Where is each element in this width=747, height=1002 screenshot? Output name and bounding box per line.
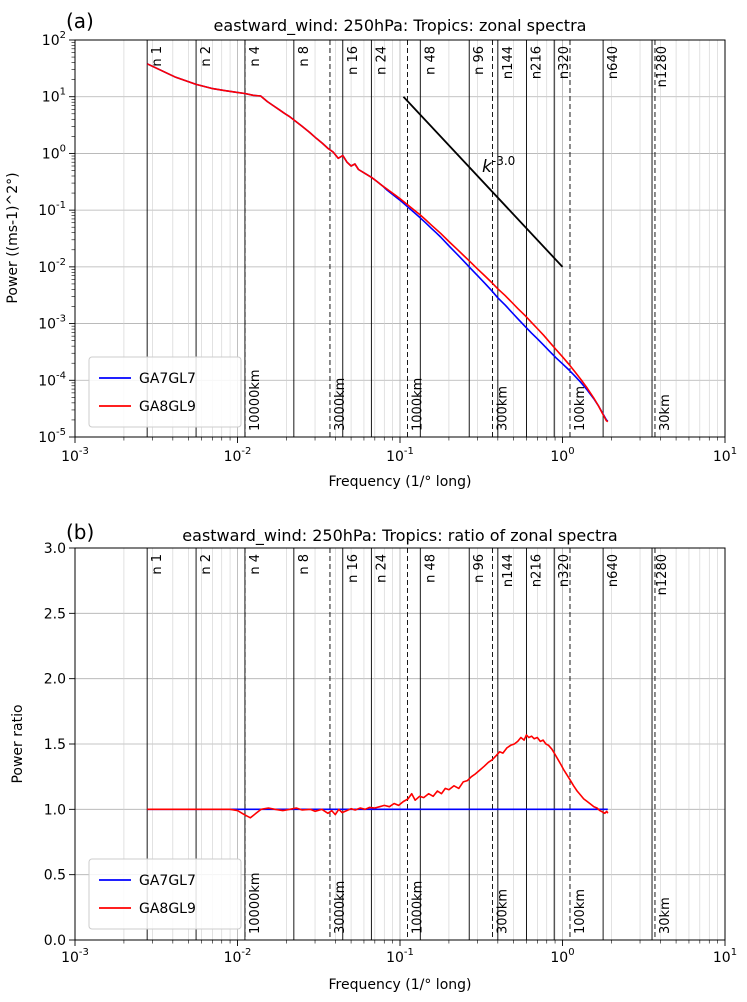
wavelength-label: 1000km (410, 881, 425, 934)
wavelength-label: 300km (495, 386, 510, 431)
panel-b-yaxis-label: Power ratio (10, 704, 26, 783)
y-tick-label: 1.5 (44, 737, 66, 753)
legend-label-GA8GL9: GA8GL9 (139, 399, 196, 415)
panel-b: 10-3 10-2 10-1 100 1010.00.51.01.52.02.53.0 … (10, 520, 737, 993)
vline-labels: n 1 n 2 n 4 n 8 n 16 n 24 n 48 n 96 n144 n216 n320… (150, 46, 673, 431)
series-lines (146, 63, 609, 423)
wavenumber-label: n 48 (423, 46, 438, 75)
wavenumber-label: n 4 (248, 46, 263, 67)
wavenumber-label: n 1 (150, 554, 165, 575)
wavenumber-label: n320 (557, 554, 572, 587)
wavelength-label: 10000km (248, 872, 263, 934)
wavenumber-label: n 4 (248, 554, 263, 575)
wavenumber-label: n1280 (655, 554, 670, 595)
wavenumber-label: n 96 (472, 554, 487, 583)
legend-label-GA7GL7: GA7GL7 (139, 873, 196, 889)
series-lines (147, 734, 609, 819)
wavenumber-label: n1280 (655, 46, 670, 87)
y-tick-label: 2.0 (44, 672, 66, 688)
wavelength-label: 3000km (333, 378, 348, 431)
wavelength-label: 10000km (248, 369, 263, 431)
wavenumber-label: n216 (529, 554, 544, 587)
slope-line (402, 96, 564, 268)
panel-a-xaxis-label: Frequency (1/° long) (329, 474, 472, 490)
legend: GA7GL7 GA8GL9 (88, 356, 242, 428)
panel-b-title: eastward_wind: 250hPa: Tropics: ratio of… (182, 526, 617, 546)
panel-b-letter: (b) (66, 520, 94, 544)
wavenumber-label: n640 (606, 46, 621, 79)
reference-vlines (146, 40, 656, 437)
panel-a-yaxis-label: Power ((ms-1)^2°) (5, 172, 21, 303)
wavenumber-label: n640 (606, 554, 621, 587)
series-GA8GL9 (146, 63, 609, 423)
reference-vlines (146, 548, 656, 940)
wavenumber-label: n 16 (346, 554, 361, 583)
wavenumber-label: n 8 (297, 554, 312, 575)
wavenumber-label: n 24 (374, 554, 389, 583)
y-tick-label: 2.5 (44, 606, 66, 622)
wavelength-label: 300km (495, 889, 510, 934)
wavenumber-label: n 16 (346, 46, 361, 75)
panel-a-title: eastward_wind: 250hPa: Tropics: zonal sp… (214, 16, 587, 36)
wavelength-label: 3000km (333, 881, 348, 934)
panel-a-letter: (a) (66, 9, 94, 33)
legend-box (88, 356, 242, 428)
wavenumber-label: n144 (501, 46, 516, 79)
y-tick-label: 0.5 (44, 868, 66, 884)
wavenumber-label: n 2 (199, 554, 214, 575)
wavelength-label: 100km (573, 889, 588, 934)
y-tick-label: 1.0 (44, 802, 66, 818)
legend-box (88, 858, 242, 930)
panel-b-xaxis-label: Frequency (1/° long) (329, 977, 472, 993)
wavelength-label: 30km (658, 897, 673, 934)
wavenumber-label: n 2 (199, 46, 214, 67)
y-tick-label: 0.0 (44, 933, 66, 949)
wavenumber-label: n144 (501, 554, 516, 587)
wavenumber-label: n 48 (423, 554, 438, 583)
legend-label-GA8GL9: GA8GL9 (139, 901, 196, 917)
wavelength-label: 30km (658, 394, 673, 431)
wavenumber-label: n 24 (374, 46, 389, 75)
wavelength-label: 1000km (410, 378, 425, 431)
vline-labels: n 1 n 2 n 4 n 8 n 16 n 24 n 48 n 96 n144 n216 n320… (150, 554, 673, 934)
wavenumber-label: n 96 (472, 46, 487, 75)
legend: GA7GL7 GA8GL9 (88, 858, 242, 930)
wavenumber-label: n 1 (150, 46, 165, 67)
wavenumber-label: n320 (557, 46, 572, 79)
y-tick-label: 3.0 (44, 541, 66, 557)
wavenumber-label: n 8 (297, 46, 312, 67)
wavenumber-label: n216 (529, 46, 544, 79)
series-GA8GL9 (147, 734, 609, 819)
legend-label-GA7GL7: GA7GL7 (139, 371, 196, 387)
wavelength-label: 100km (573, 386, 588, 431)
